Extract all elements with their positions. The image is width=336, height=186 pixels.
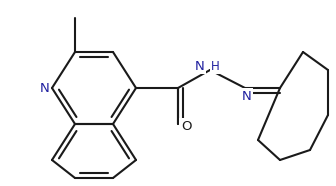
Text: H: H: [211, 60, 220, 73]
Text: N: N: [40, 83, 50, 95]
Text: O: O: [181, 119, 191, 132]
Text: N: N: [195, 60, 205, 73]
Text: N: N: [242, 89, 252, 102]
